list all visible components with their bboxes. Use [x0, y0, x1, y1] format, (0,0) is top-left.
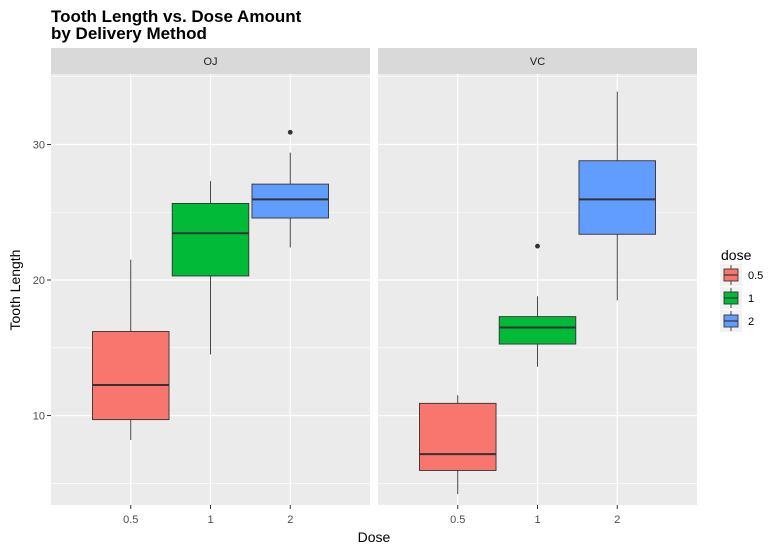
facet-strip	[378, 48, 697, 74]
chart-title-line-1: Tooth Length vs. Dose Amount	[51, 7, 302, 26]
box-oj-dose-0.5	[92, 259, 170, 440]
box-iqr	[578, 160, 656, 235]
box-iqr	[419, 402, 497, 471]
facet-strip	[51, 48, 370, 74]
legend-title: dose	[721, 247, 752, 263]
x-tick-label: 0.5	[123, 514, 138, 526]
box-oj-dose-1	[171, 181, 250, 355]
legend-entry-1: 1	[720, 287, 754, 309]
x-tick-label: 2	[287, 514, 293, 526]
x-tick-label: 1	[534, 514, 540, 526]
box-iqr	[92, 331, 170, 421]
box-iqr	[171, 202, 250, 277]
legend: dose 0.5 1 2	[720, 247, 763, 332]
facet-panel-vc: VC 0.5 1 2	[378, 48, 697, 526]
outlier-point	[287, 129, 293, 135]
x-tick-label: 1	[207, 514, 213, 526]
y-axis-title: Tooth Length	[7, 250, 23, 331]
legend-label: 2	[748, 316, 754, 328]
box-vc-dose-2	[578, 91, 656, 301]
facet-strip-label: OJ	[203, 56, 217, 68]
legend-entry-0.5: 0.5	[720, 264, 763, 286]
box-iqr	[251, 183, 329, 219]
chart-title-line-2: by Delivery Method	[51, 24, 207, 43]
box-iqr	[498, 316, 577, 345]
y-tick-label: 30	[33, 139, 45, 151]
facet-strip-label: VC	[530, 56, 545, 68]
box-oj-dose-2	[251, 129, 329, 248]
outlier-point	[535, 243, 540, 249]
box-vc-dose-0.5	[419, 395, 497, 495]
legend-label: 1	[748, 293, 754, 305]
legend-entry-2: 2	[720, 310, 754, 332]
box-vc-dose-1	[498, 243, 577, 367]
facet-panels: OJ 0.5 1 2 VC 0.5 1 2	[51, 48, 697, 526]
x-tick-label: 0.5	[450, 514, 465, 526]
y-tick-label: 20	[33, 275, 45, 287]
y-axis: 10 20 30	[33, 139, 51, 423]
y-tick-label: 10	[33, 411, 45, 423]
x-axis-title: Dose	[358, 529, 391, 545]
facet-panel-oj: OJ 0.5 1 2	[51, 48, 370, 526]
legend-label: 0.5	[748, 270, 763, 282]
x-tick-label: 2	[614, 514, 620, 526]
